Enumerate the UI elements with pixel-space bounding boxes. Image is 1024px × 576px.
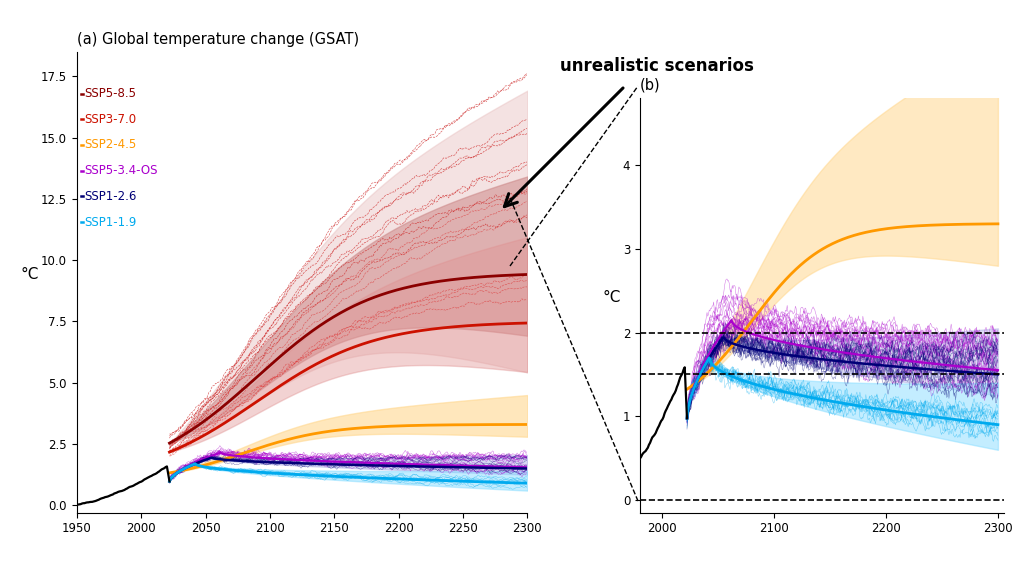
Text: SSP5-3.4-OS: SSP5-3.4-OS bbox=[84, 164, 158, 177]
Text: SSP1-1.9: SSP1-1.9 bbox=[84, 215, 136, 229]
Y-axis label: °C: °C bbox=[602, 290, 621, 305]
Text: (b): (b) bbox=[640, 78, 660, 93]
Text: SSP2-4.5: SSP2-4.5 bbox=[84, 138, 136, 151]
Text: SSP1-2.6: SSP1-2.6 bbox=[84, 190, 136, 203]
Y-axis label: °C: °C bbox=[20, 267, 39, 282]
Text: SSP5-8.5: SSP5-8.5 bbox=[84, 87, 136, 100]
Text: (a) Global temperature change (GSAT): (a) Global temperature change (GSAT) bbox=[77, 32, 359, 47]
Text: SSP3-7.0: SSP3-7.0 bbox=[84, 113, 136, 126]
Text: unrealistic scenarios: unrealistic scenarios bbox=[560, 57, 754, 75]
